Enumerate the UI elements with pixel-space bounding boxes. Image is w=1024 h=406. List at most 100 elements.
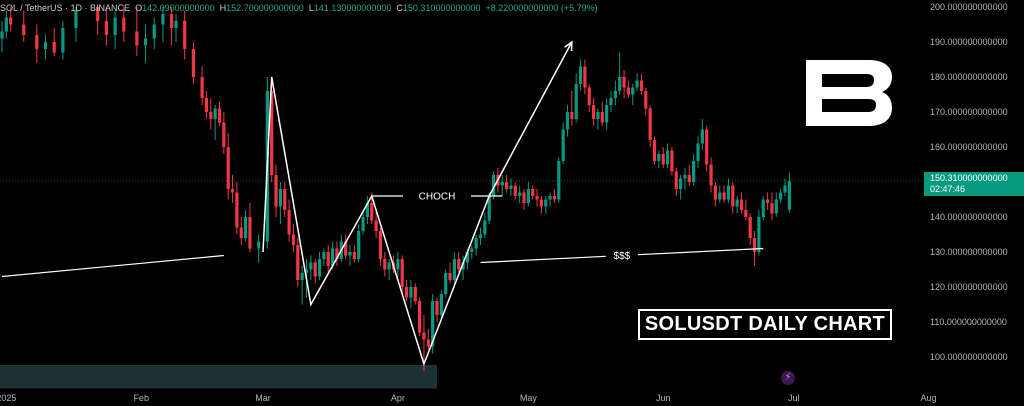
candle-body xyxy=(761,199,765,217)
liquidity-label: $$$ xyxy=(614,251,631,262)
current-price-value: 150.310000000000 xyxy=(930,173,1008,183)
candle-body xyxy=(422,332,426,340)
candle-body xyxy=(404,287,409,298)
candle-body xyxy=(174,21,178,28)
time-axis[interactable] xyxy=(0,389,924,406)
candle-body xyxy=(161,14,165,25)
candle-body xyxy=(348,252,352,256)
candle-body xyxy=(766,199,770,203)
y-tick-label: 120.000000000000 xyxy=(930,282,1008,292)
candle-body xyxy=(583,66,587,88)
open-value: 142.09000000000 xyxy=(142,3,215,13)
candle-body xyxy=(317,259,322,277)
candle-body xyxy=(483,220,487,235)
candle-body xyxy=(618,77,622,91)
chart-title: SOLUSDT DAILY CHART xyxy=(638,309,892,340)
candle-body xyxy=(387,262,391,270)
candle-body xyxy=(787,180,791,210)
candle-body xyxy=(605,105,609,123)
candle-body xyxy=(665,150,670,165)
candle-body xyxy=(409,287,413,298)
candle-body xyxy=(361,217,365,231)
symbol-label: SOL / TetherUS · 1D · BINANCE xyxy=(0,3,131,13)
candle-body xyxy=(309,262,313,270)
arrow-head xyxy=(564,40,573,52)
candle-body xyxy=(626,87,630,95)
candle-body xyxy=(713,185,717,200)
candle-body xyxy=(548,196,552,200)
candle-body xyxy=(557,161,561,200)
candle-body xyxy=(226,147,230,189)
candle-body xyxy=(287,210,291,235)
liquidity-line[interactable] xyxy=(637,247,764,256)
candle-body xyxy=(200,77,204,98)
candle-body xyxy=(774,199,778,214)
candle-body xyxy=(4,17,8,32)
candle-body xyxy=(322,252,326,259)
candle-body xyxy=(444,273,448,294)
candle-body xyxy=(722,192,726,200)
candle-body xyxy=(661,154,665,165)
candle-body xyxy=(239,227,243,238)
candle-body xyxy=(418,301,422,333)
candle-body xyxy=(326,252,330,266)
choch-label: CHOCH xyxy=(419,192,456,203)
y-tick-label: 180.000000000000 xyxy=(930,72,1008,82)
candle-body xyxy=(230,189,235,193)
candle-body xyxy=(522,192,526,203)
candle-body xyxy=(191,49,195,77)
candle-body xyxy=(478,234,483,238)
candle-body xyxy=(400,259,404,287)
candle-body xyxy=(152,24,156,39)
candle-body xyxy=(587,87,591,105)
candle-body xyxy=(235,192,239,228)
x-tick-label: Apr xyxy=(391,393,405,403)
candle-body xyxy=(639,80,644,91)
candle-body xyxy=(539,199,543,207)
candle-body xyxy=(426,339,430,347)
candle-body xyxy=(705,129,709,165)
candle-body xyxy=(648,108,652,140)
y-tick-label: 100.000000000000 xyxy=(930,352,1008,362)
trend-line[interactable] xyxy=(1,254,224,278)
price-axis[interactable] xyxy=(924,0,1024,406)
candle-body xyxy=(300,273,304,280)
candle-body xyxy=(61,28,65,53)
candle-body xyxy=(570,112,574,119)
y-tick-label: 160.000000000000 xyxy=(930,142,1008,152)
x-tick-label: Jul xyxy=(788,393,800,403)
x-tick-label: Feb xyxy=(133,393,149,403)
x-tick-label: 2025 xyxy=(0,393,16,403)
candle-body xyxy=(0,31,4,39)
candle-body xyxy=(592,105,596,119)
candle-body xyxy=(487,196,491,221)
candle-body xyxy=(574,84,578,119)
candle-body xyxy=(748,217,752,238)
candle-body xyxy=(552,196,557,200)
candle-body xyxy=(313,262,317,277)
candle-body xyxy=(565,112,570,130)
candle-body xyxy=(248,217,252,249)
candle-body xyxy=(652,140,657,161)
y-tick-label: 110.000000000000 xyxy=(930,317,1007,327)
liquidity-line[interactable] xyxy=(480,255,606,264)
candle-body xyxy=(696,143,700,161)
candle-body xyxy=(396,259,400,270)
candle-body xyxy=(344,241,348,256)
x-tick-label: Jun xyxy=(656,393,671,403)
candle-body xyxy=(735,199,739,207)
candle-body xyxy=(113,17,117,35)
candle-body xyxy=(687,175,691,182)
candle-body xyxy=(505,182,509,189)
candle-body xyxy=(74,10,78,28)
candle-body xyxy=(122,17,126,32)
brand-logo xyxy=(806,60,892,126)
candle-body xyxy=(357,231,361,259)
candle-body xyxy=(679,178,683,189)
candle-body xyxy=(739,199,744,210)
candle-body xyxy=(35,35,39,49)
candle-body xyxy=(448,273,452,280)
lightning-bolt-icon[interactable]: ⚡ xyxy=(781,371,795,385)
